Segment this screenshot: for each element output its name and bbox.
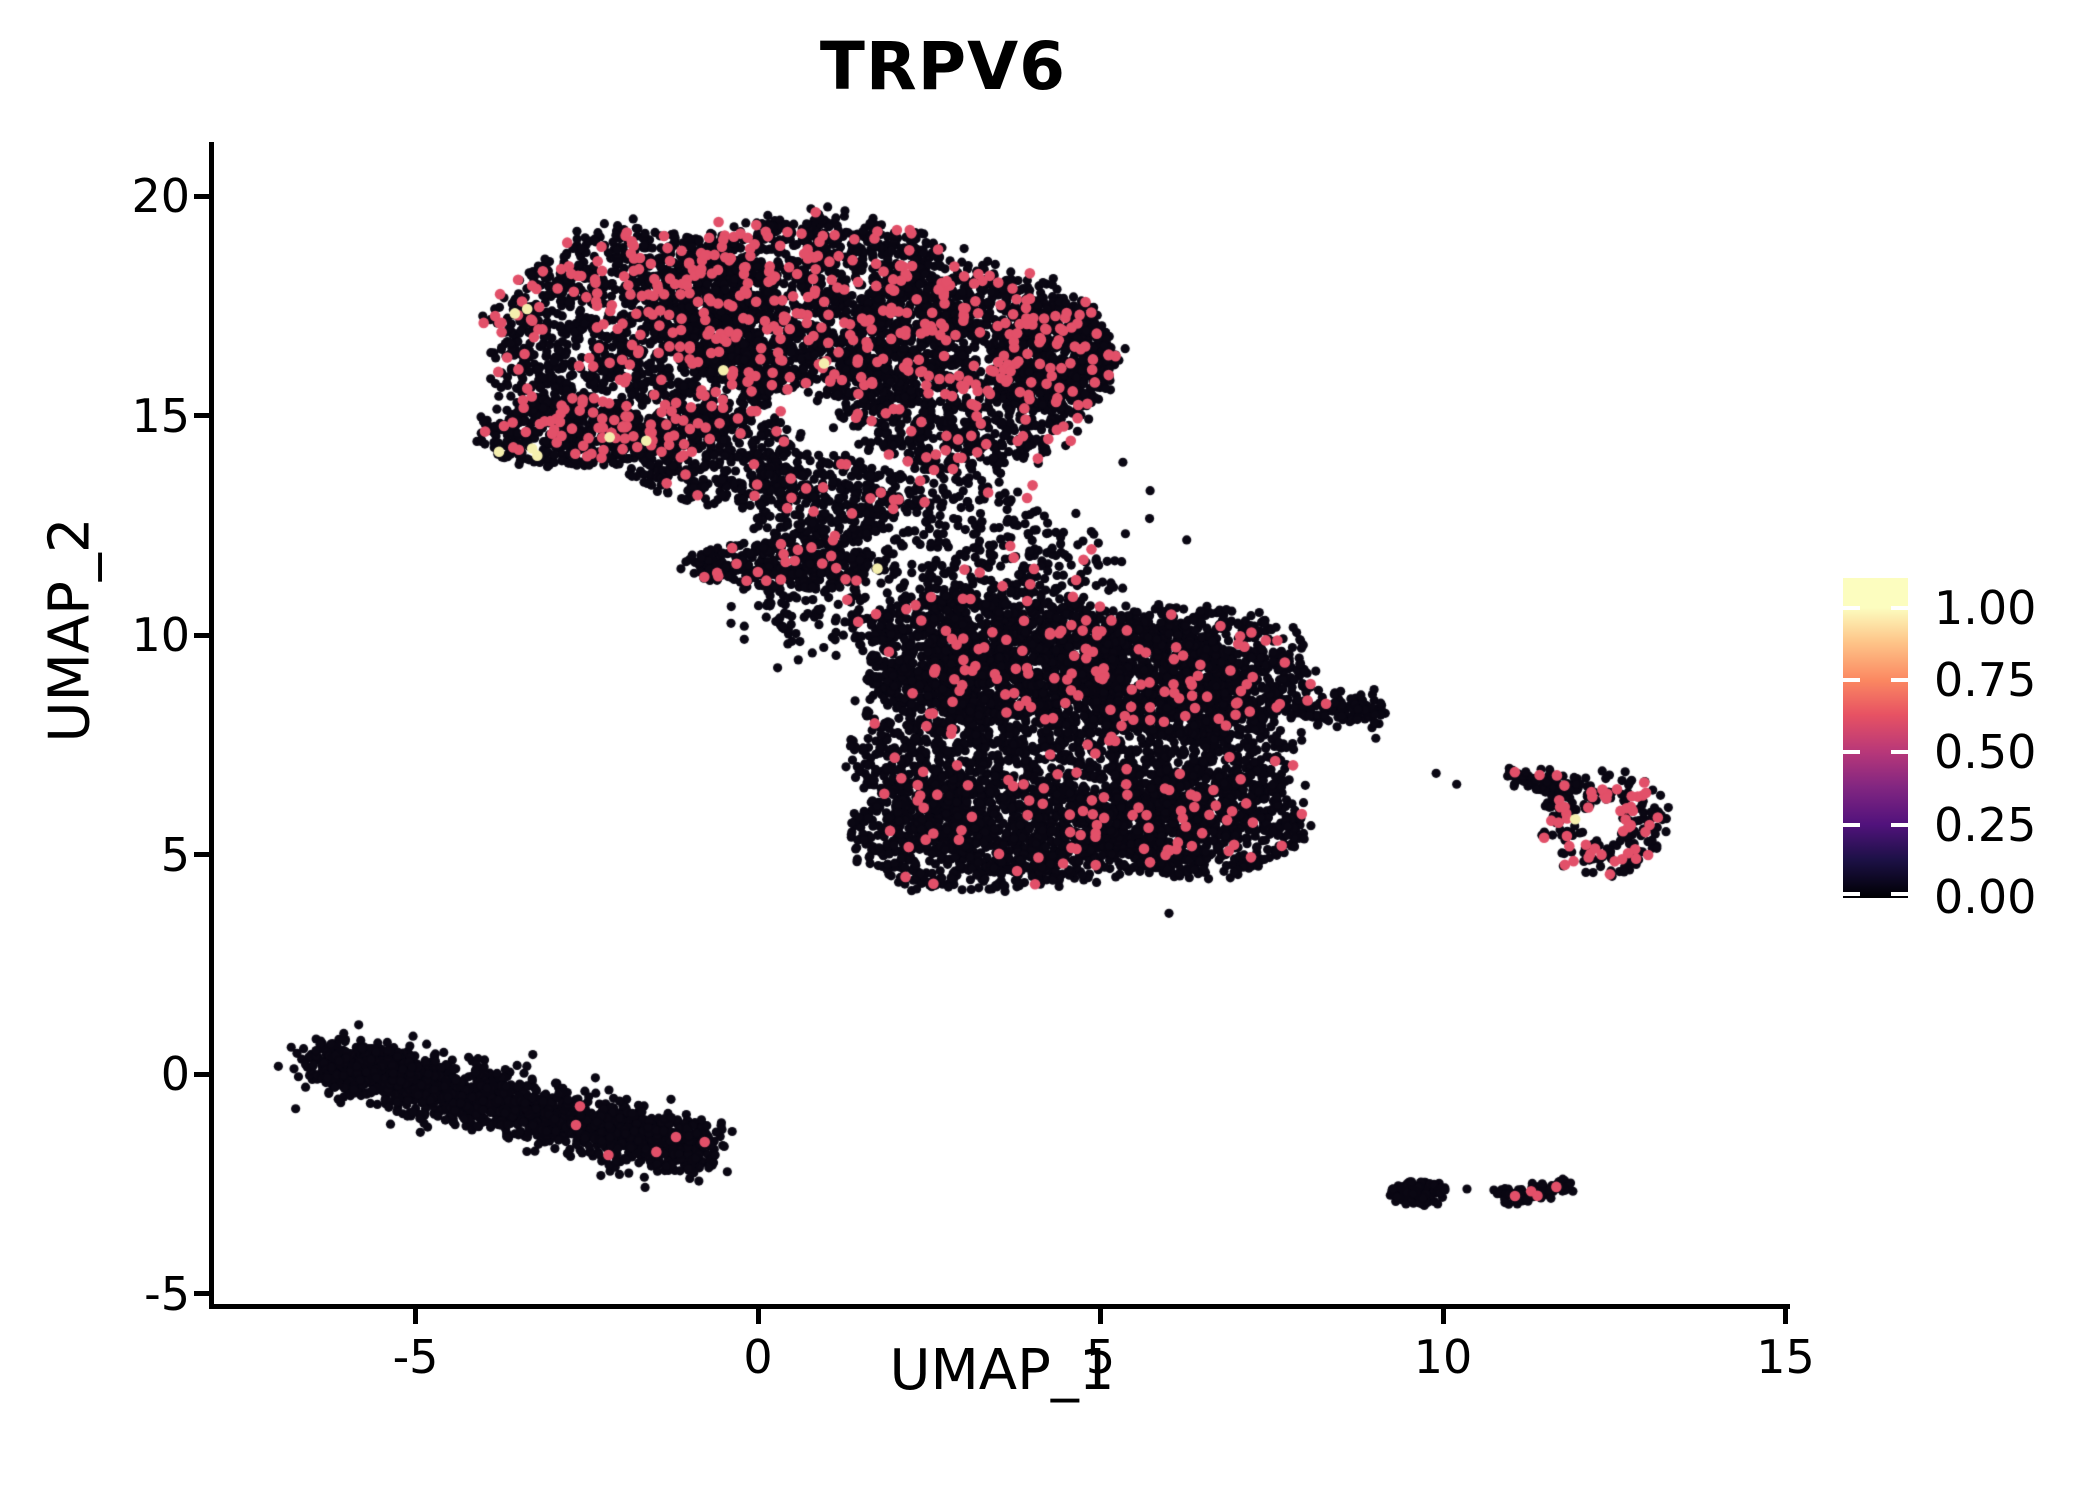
- colorbar-tick-mark: [1891, 892, 1908, 896]
- x-tick-label: 15: [1756, 1330, 1815, 1384]
- y-axis-line: [209, 142, 214, 1309]
- x-tick-mark: [755, 1309, 761, 1324]
- x-tick-mark: [1783, 1309, 1788, 1324]
- x-tick-label: 10: [1413, 1330, 1473, 1384]
- colorbar-tick-label: 1.00: [1934, 581, 2037, 635]
- colorbar-gradient: [1843, 578, 1908, 898]
- colorbar-tick-mark: [1843, 822, 1860, 827]
- y-tick-label: 20: [131, 169, 190, 223]
- colorbar-tick-mark: [1843, 606, 1860, 610]
- colorbar-tick-mark: [1843, 678, 1860, 683]
- y-tick-mark: [194, 852, 209, 857]
- y-tick-label: 5: [160, 827, 190, 882]
- x-tick-mark: [1098, 1309, 1103, 1324]
- x-tick-mark: [1440, 1309, 1446, 1324]
- colorbar-tick-mark: [1843, 750, 1860, 755]
- colorbar-tick-mark: [1891, 606, 1908, 610]
- colorbar-tick-label: 0.25: [1934, 797, 2037, 852]
- y-tick-label: 0: [160, 1047, 190, 1101]
- x-tick-label: 5: [1085, 1330, 1116, 1384]
- x-tick-label: -5: [392, 1330, 439, 1384]
- y-tick-label: -5: [144, 1266, 190, 1321]
- y-axis-title: UMAP_2: [37, 517, 103, 743]
- y-tick-mark: [194, 193, 209, 199]
- y-tick-label: 15: [131, 388, 190, 443]
- y-tick-mark: [194, 413, 209, 418]
- x-axis-title: UMAP_1: [889, 1338, 1115, 1403]
- colorbar-tick-mark: [1891, 822, 1908, 827]
- colorbar-tick-mark: [1843, 892, 1860, 896]
- x-tick-mark: [413, 1309, 418, 1324]
- colorbar-tick-label: 0.75: [1934, 653, 2037, 708]
- y-tick-mark: [194, 1071, 209, 1077]
- y-tick-mark: [194, 1291, 209, 1296]
- y-tick-mark: [194, 632, 209, 638]
- colorbar-tick-mark: [1891, 750, 1908, 755]
- x-tick-label: 0: [743, 1330, 773, 1384]
- colorbar-tick-label: 0.50: [1934, 725, 2037, 780]
- colorbar-tick-label: 0.00: [1934, 869, 2037, 924]
- plot-title: TRPV6: [819, 28, 1067, 105]
- colorbar-tick-mark: [1891, 678, 1908, 683]
- x-axis-line: [209, 1304, 1790, 1309]
- y-tick-label: 10: [131, 608, 190, 662]
